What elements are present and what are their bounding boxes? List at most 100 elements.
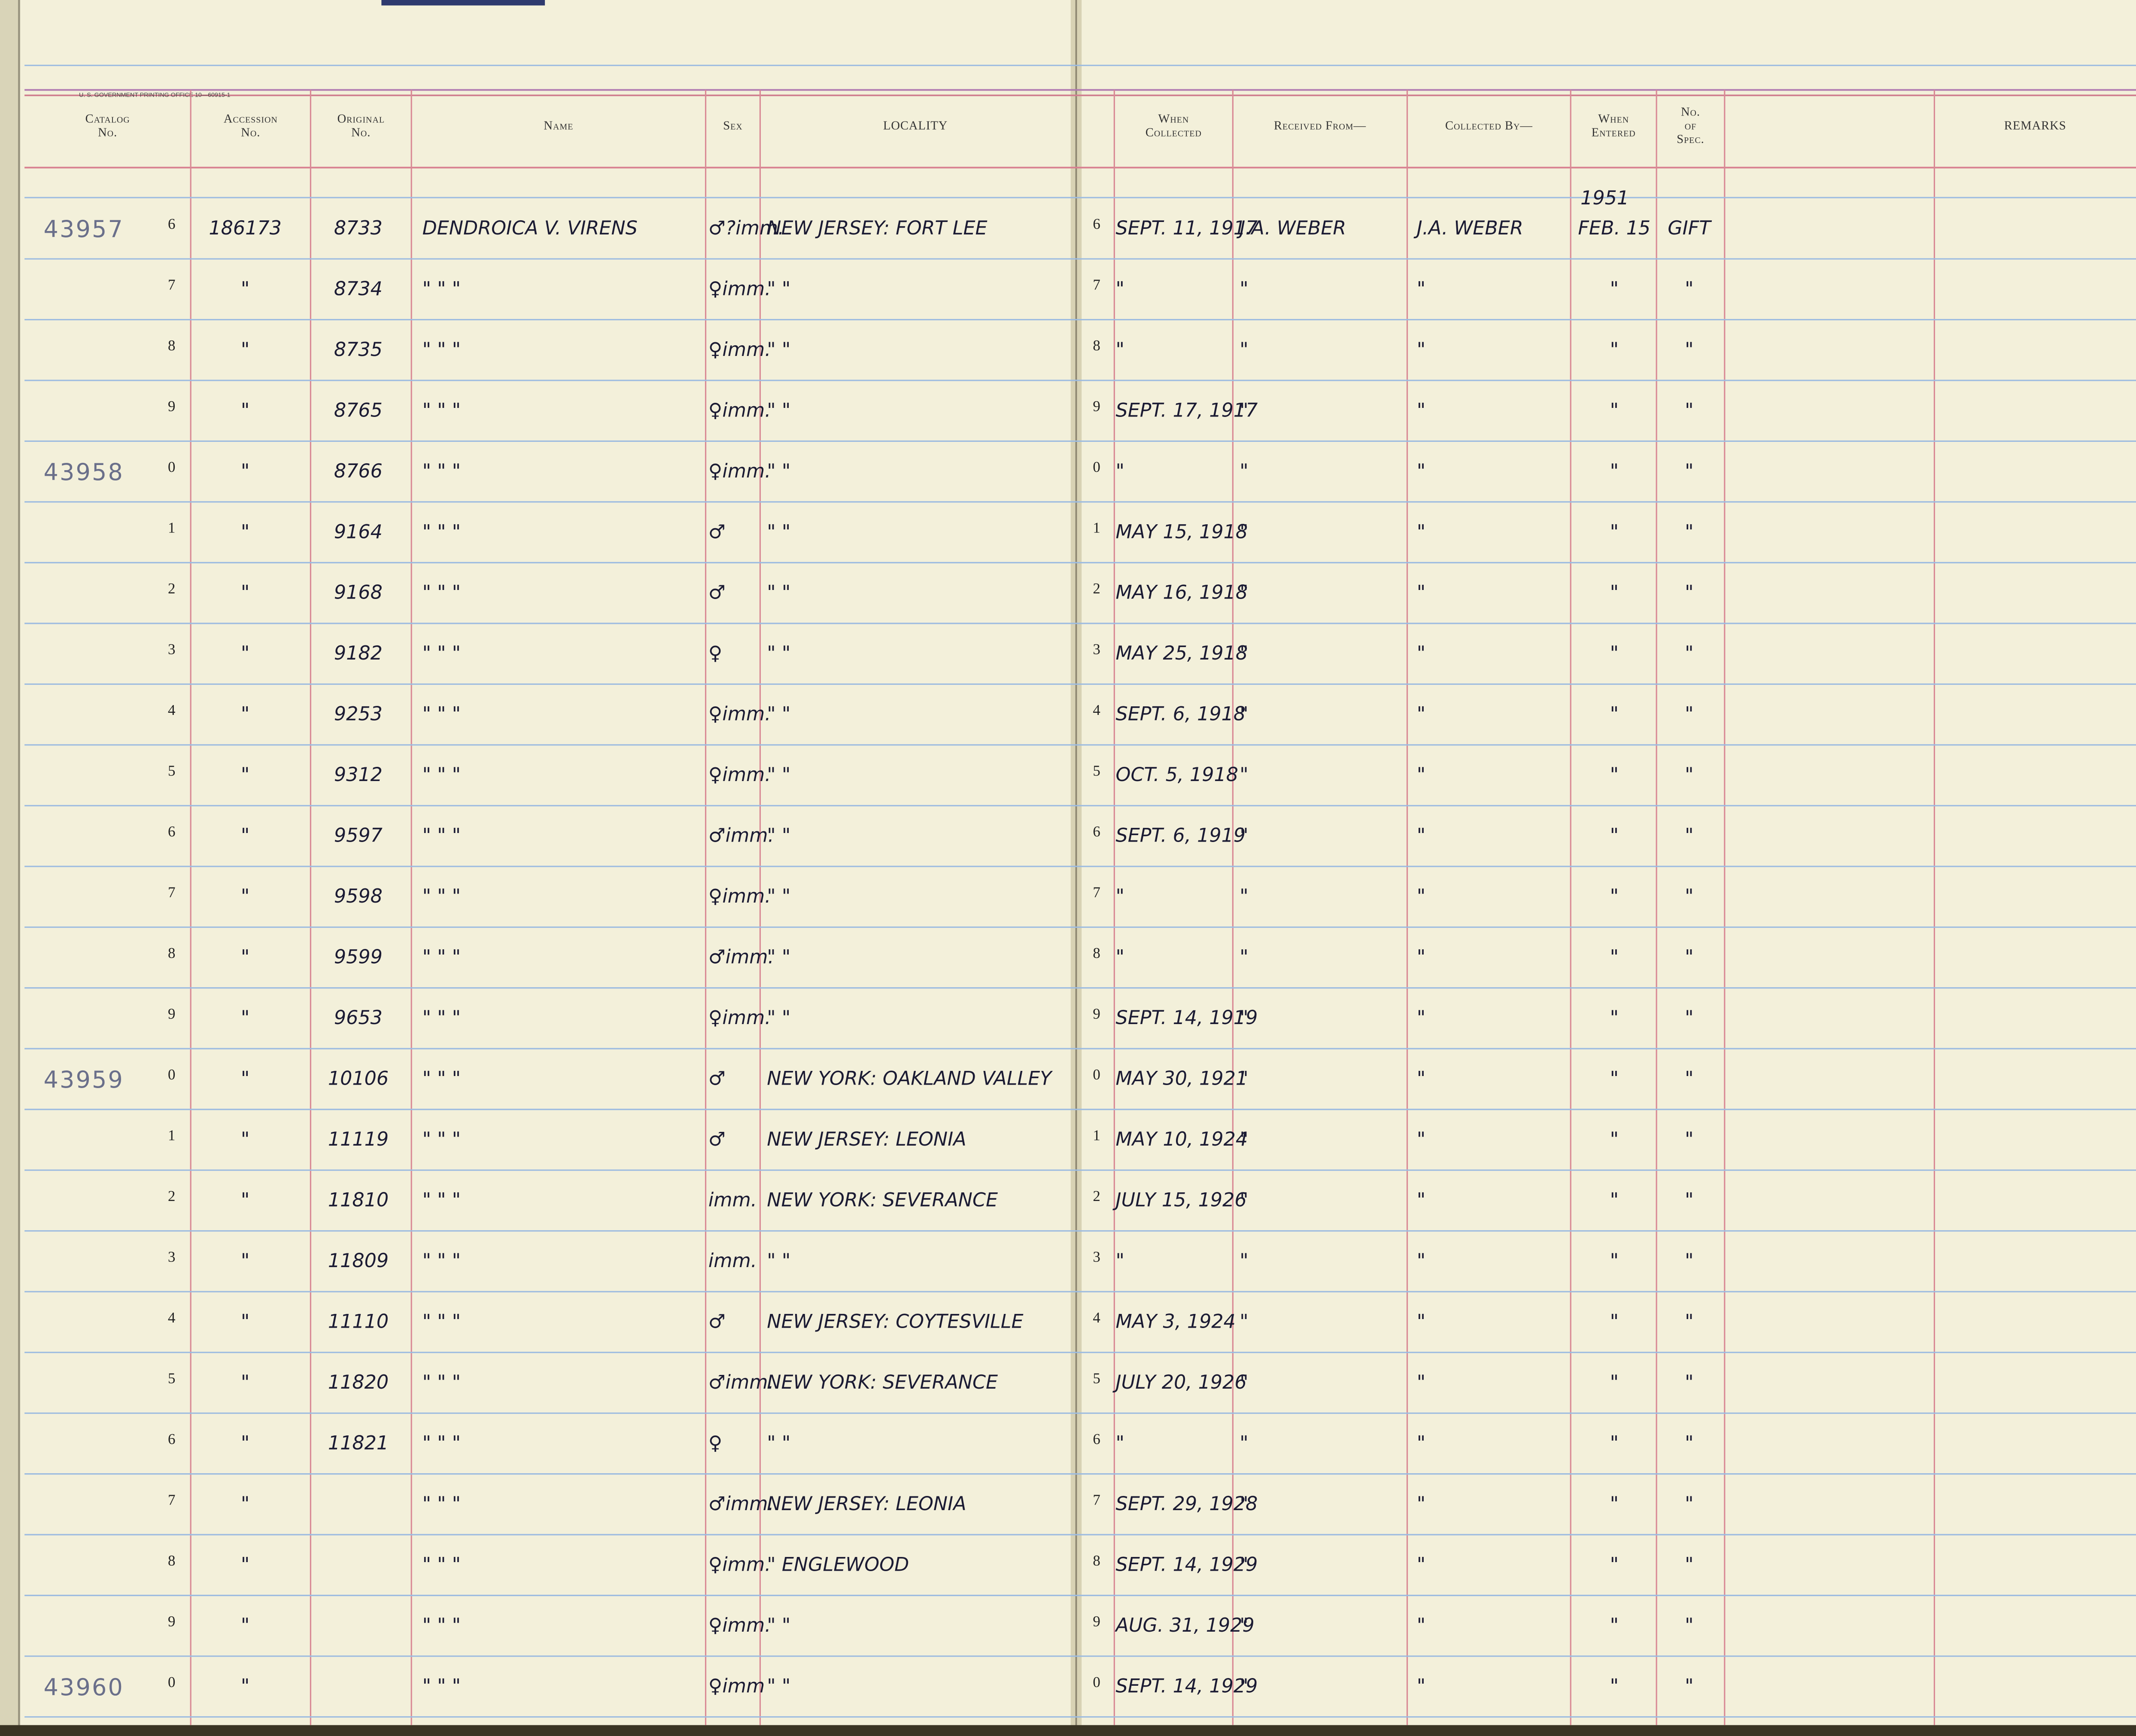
column-header: No. bbox=[351, 126, 371, 139]
line-number: 5 bbox=[168, 1370, 175, 1386]
entry-entered: " bbox=[1610, 764, 1619, 786]
line-number: 2 bbox=[1093, 1188, 1100, 1204]
entry-locality: NEW JERSEY: COYTESVILLE bbox=[767, 1311, 1023, 1333]
line-number: 7 bbox=[1093, 1491, 1100, 1508]
entry-locality: " " bbox=[767, 885, 790, 907]
entry-when: SEPT. 11, 1917 bbox=[1116, 217, 1258, 239]
entry-locality: " " bbox=[767, 1007, 790, 1029]
entry-received: " bbox=[1240, 825, 1248, 847]
entry-sex: ♂?imm. bbox=[708, 217, 784, 239]
entry-accession: " bbox=[241, 1128, 249, 1150]
column-header: REMARKS bbox=[2004, 119, 2066, 132]
entry-collected: " bbox=[1417, 885, 1425, 907]
entry-original: 10106 bbox=[328, 1068, 389, 1090]
entry-spec: " bbox=[1685, 642, 1693, 664]
line-number: 6 bbox=[168, 216, 175, 232]
entry-received: " bbox=[1240, 1311, 1248, 1333]
line-number: 9 bbox=[1093, 1005, 1100, 1022]
entry-name: " " " bbox=[422, 399, 461, 421]
column-header: Received From— bbox=[1274, 119, 1366, 132]
entry-locality: " " bbox=[767, 278, 790, 300]
entry-received: " bbox=[1240, 339, 1248, 361]
entry-accession: " bbox=[241, 582, 249, 604]
entry-sex: imm. bbox=[708, 1250, 757, 1272]
entry-received: " bbox=[1240, 460, 1248, 482]
page-edge bbox=[0, 0, 19, 1736]
entry-sex: ♂ bbox=[708, 521, 726, 543]
line-number: 7 bbox=[1093, 884, 1100, 900]
line-number: 6 bbox=[168, 823, 175, 840]
entry-received: " bbox=[1240, 1189, 1248, 1211]
entry-entered: " bbox=[1610, 825, 1619, 847]
entry-entered: " bbox=[1610, 278, 1619, 300]
entry-received: " bbox=[1240, 1432, 1248, 1454]
entry-when: MAY 3, 1924 bbox=[1116, 1311, 1236, 1333]
entry-entered: " bbox=[1610, 1493, 1619, 1515]
entry-name: " " " bbox=[422, 339, 461, 361]
bottom-edge bbox=[0, 1725, 2136, 1736]
entry-original: 9597 bbox=[334, 825, 383, 847]
line-number: 6 bbox=[1093, 823, 1100, 840]
entry-collected: " bbox=[1417, 703, 1425, 725]
entry-spec: " bbox=[1685, 885, 1693, 907]
entry-collected: " bbox=[1417, 1007, 1425, 1029]
entry-sex: ♀ bbox=[708, 642, 723, 664]
entry-entered: " bbox=[1610, 1007, 1619, 1029]
entry-collected: " bbox=[1417, 1675, 1425, 1697]
line-number: 5 bbox=[1093, 1370, 1100, 1386]
line-number: 0 bbox=[1093, 1674, 1100, 1690]
column-header: When bbox=[1598, 112, 1629, 126]
line-number: 8 bbox=[1093, 1552, 1100, 1569]
entry-collected: " bbox=[1417, 642, 1425, 664]
binding-thread bbox=[381, 0, 545, 6]
entry-sex: ♂imm. bbox=[708, 825, 774, 847]
entry-original: 8733 bbox=[334, 217, 383, 239]
entry-when: MAY 30, 1921 bbox=[1116, 1068, 1248, 1090]
entry-spec: GIFT bbox=[1668, 217, 1712, 239]
entry-accession: " bbox=[241, 1371, 249, 1393]
entry-when: " bbox=[1116, 1250, 1124, 1272]
line-number: 9 bbox=[1093, 1613, 1100, 1630]
entry-original: 8735 bbox=[334, 339, 383, 361]
entry-collected: " bbox=[1417, 278, 1425, 300]
entry-original: 9599 bbox=[334, 946, 383, 968]
entry-received: " bbox=[1240, 1675, 1248, 1697]
entry-spec: " bbox=[1685, 1250, 1693, 1272]
entry-collected: " bbox=[1417, 764, 1425, 786]
entry-entered-year: 1951 bbox=[1580, 187, 1629, 209]
column-header: When bbox=[1158, 112, 1189, 126]
entry-spec: " bbox=[1685, 521, 1693, 543]
entry-collected: " bbox=[1417, 1250, 1425, 1272]
line-number: 8 bbox=[1093, 945, 1100, 961]
entry-when: " bbox=[1116, 885, 1124, 907]
entry-received: " bbox=[1240, 1554, 1248, 1575]
line-number: 4 bbox=[168, 1309, 175, 1326]
entry-when: " bbox=[1116, 278, 1124, 300]
entry-entered: " bbox=[1610, 642, 1619, 664]
entry-collected: J.A. WEBER bbox=[1413, 217, 1523, 239]
line-number: 6 bbox=[168, 1431, 175, 1447]
column-header: Accession bbox=[224, 112, 278, 126]
entry-name: " " " bbox=[422, 946, 461, 968]
entry-collected: " bbox=[1417, 1128, 1425, 1150]
column-header: Sex bbox=[723, 119, 742, 132]
entry-entered: " bbox=[1610, 460, 1619, 482]
line-number: 2 bbox=[168, 1188, 175, 1204]
entry-spec: " bbox=[1685, 1189, 1693, 1211]
entry-name: " " " bbox=[422, 278, 461, 300]
entry-entered: " bbox=[1610, 1189, 1619, 1211]
line-number: 0 bbox=[1093, 459, 1100, 475]
entry-entered: FEB. 15 bbox=[1578, 217, 1650, 239]
entry-entered: " bbox=[1610, 399, 1619, 421]
column-header: Collected By— bbox=[1445, 119, 1533, 132]
line-number: 7 bbox=[168, 1491, 175, 1508]
entry-locality: NEW YORK: SEVERANCE bbox=[767, 1371, 998, 1393]
line-number: 0 bbox=[1093, 1066, 1100, 1083]
entry-original: 11820 bbox=[328, 1371, 389, 1393]
entry-accession: " bbox=[241, 1675, 249, 1697]
entry-original: 11119 bbox=[328, 1128, 389, 1150]
entry-when: SEPT. 6, 1918 bbox=[1116, 703, 1246, 725]
entry-collected: " bbox=[1417, 1068, 1425, 1090]
entry-received: " bbox=[1240, 399, 1248, 421]
